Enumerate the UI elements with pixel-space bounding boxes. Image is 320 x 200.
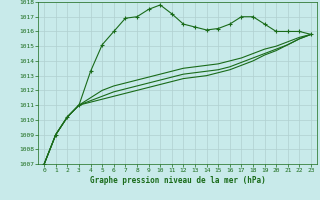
X-axis label: Graphe pression niveau de la mer (hPa): Graphe pression niveau de la mer (hPa) bbox=[90, 176, 266, 185]
